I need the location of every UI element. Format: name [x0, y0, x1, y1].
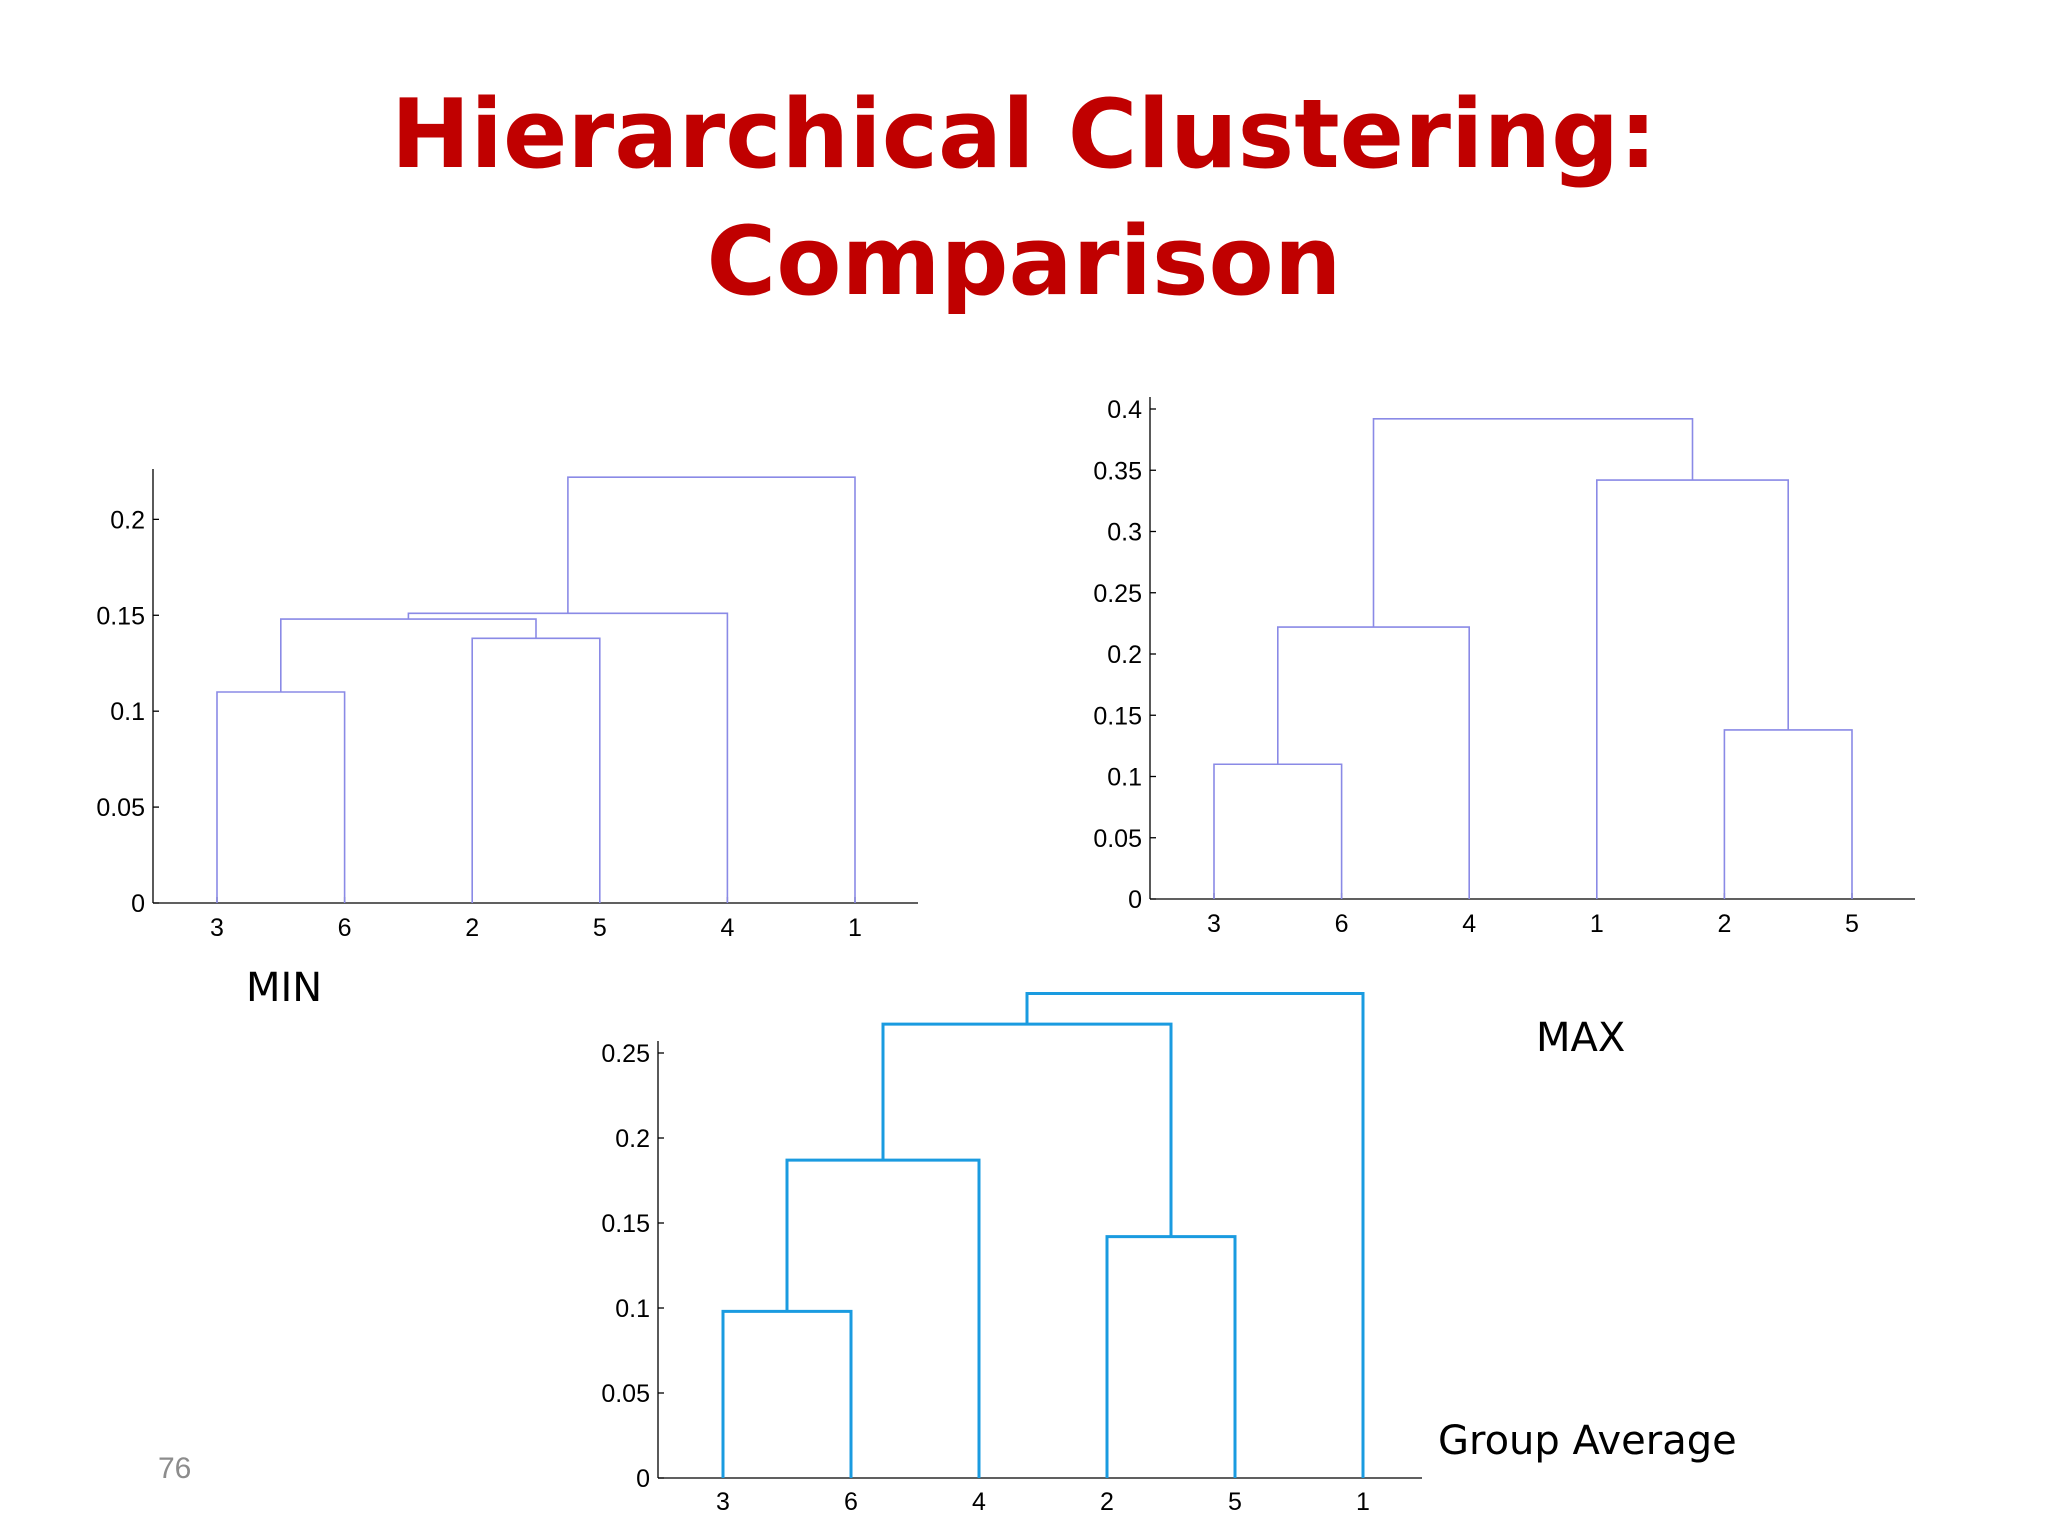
max-y-tick-label: 0.05	[1093, 825, 1142, 853]
min-leaf-label: 4	[720, 914, 734, 942]
max-y-tick-label: 0.3	[1107, 519, 1142, 547]
max-merge-link	[1372, 418, 1694, 628]
min-leaf-label: 6	[338, 914, 352, 942]
avg-leaf-label: 6	[844, 1488, 858, 1516]
max-leaf-label: 6	[1335, 910, 1349, 938]
avg-merge-link	[785, 1158, 981, 1478]
avg-leaf-label: 2	[1100, 1488, 1114, 1516]
avg-y-tick-label: 0.25	[601, 1040, 650, 1068]
group-average-caption: Group Average	[1438, 1418, 1737, 1464]
avg-y-tick-label: 0	[636, 1465, 650, 1493]
avg-y-tick-label: 0.15	[601, 1210, 650, 1238]
min-leaf-label: 2	[465, 914, 479, 942]
min-leaf-label: 1	[848, 914, 862, 942]
max-y-tick-label: 0.2	[1107, 641, 1142, 669]
avg-merge-link	[1025, 992, 1365, 1478]
min-caption: MIN	[246, 965, 323, 1011]
max-leaf-label: 1	[1590, 910, 1604, 938]
avg-merge-link	[881, 1022, 1173, 1237]
max-y-tick-label: 0.1	[1107, 764, 1142, 792]
min-merge-link	[407, 612, 729, 903]
max-y-tick-label: 0.25	[1093, 580, 1142, 608]
avg-leaf-label: 5	[1228, 1488, 1242, 1516]
max-y-tick-label: 0.35	[1093, 457, 1142, 485]
avg-leaf-label: 1	[1356, 1488, 1370, 1516]
max-y-tick-label: 0.4	[1107, 396, 1142, 424]
min-merge-link	[567, 476, 856, 903]
avg-leaf-label: 3	[716, 1488, 730, 1516]
slide-title: Hierarchical Clustering: Comparison	[0, 72, 2048, 326]
min-y-tick-label: 0	[131, 890, 145, 918]
slide-number: 76	[158, 1452, 192, 1485]
min-y-tick-label: 0.2	[110, 506, 145, 534]
slide-title-line2: Comparison	[706, 207, 1342, 317]
avg-merge-link	[721, 1309, 853, 1478]
avg-merge-link	[1105, 1235, 1237, 1478]
min-leaf-label: 5	[593, 914, 607, 942]
max-leaf-label: 3	[1207, 910, 1221, 938]
avg-y-tick-label: 0.2	[615, 1125, 650, 1153]
min-y-tick-label: 0.1	[110, 698, 145, 726]
min-merge-link	[471, 637, 601, 903]
max-leaf-label: 4	[1462, 910, 1476, 938]
max-caption: MAX	[1536, 1015, 1626, 1061]
slide-title-line1: Hierarchical Clustering:	[390, 80, 1658, 190]
avg-leaf-label: 4	[972, 1488, 986, 1516]
min-y-tick-label: 0.15	[96, 602, 145, 630]
min-y-tick-label: 0.05	[96, 794, 145, 822]
max-leaf-label: 5	[1845, 910, 1859, 938]
avg-y-tick-label: 0.1	[615, 1295, 650, 1323]
min-leaf-label: 3	[210, 914, 224, 942]
max-y-tick-label: 0.15	[1093, 702, 1142, 730]
max-leaf-label: 2	[1717, 910, 1731, 938]
avg-y-tick-label: 0.05	[601, 1380, 650, 1408]
max-y-tick-label: 0	[1128, 886, 1142, 914]
